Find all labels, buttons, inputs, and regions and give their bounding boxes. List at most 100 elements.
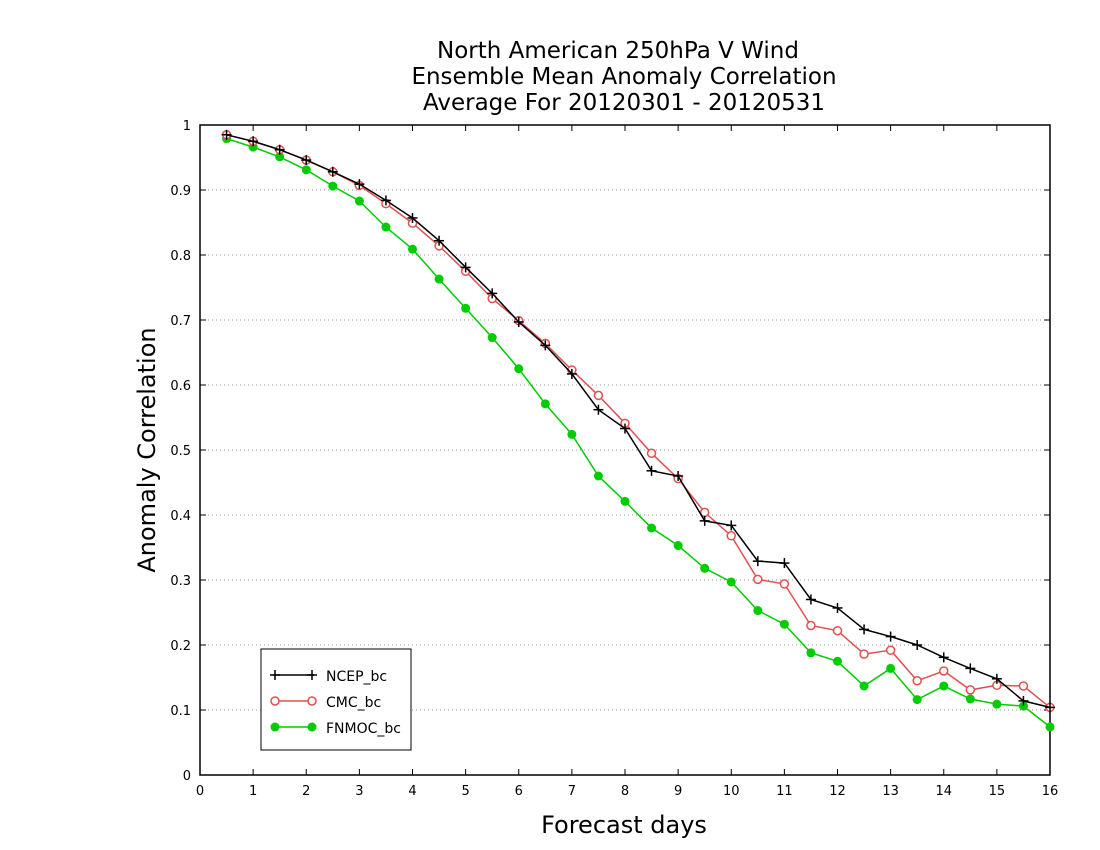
data-point-fnmoc-bc	[1045, 722, 1055, 732]
y-tick-label: 0.2	[170, 639, 191, 654]
data-point-fnmoc-bc	[859, 681, 869, 691]
legend-swatch-fnmoc-bc	[270, 722, 317, 732]
data-point-ncep-bc	[859, 624, 870, 635]
x-tick-label: 6	[515, 784, 523, 799]
y-tick-label: 0.9	[170, 184, 191, 199]
data-point-ncep-bc	[513, 316, 524, 327]
series-ncep-bc	[221, 129, 1055, 713]
series-line-fnmoc-bc	[226, 137, 1051, 728]
data-point-fnmoc-bc	[700, 563, 710, 573]
data-point-fnmoc-bc	[567, 429, 577, 439]
legend-items	[270, 670, 317, 732]
y-tick-label: 0.1	[170, 704, 191, 719]
data-point-fnmoc-bc	[965, 694, 975, 704]
legend-label-cmc: CMC_bc	[326, 695, 381, 711]
data-point-ncep-bc	[805, 594, 816, 605]
x-tick-label: 4	[408, 784, 416, 799]
gridlines	[200, 189, 1050, 711]
legend-marker-fnmoc-bc	[307, 722, 317, 732]
series-cmc-bc	[221, 130, 1055, 713]
data-point-ncep-bc	[965, 663, 976, 674]
y-axis-ticks: 0 0.1 0.2 0.3 0.4 0.5 0.6 0.7 0.8 0.9 1	[170, 119, 1050, 784]
data-point-fnmoc-bc	[275, 152, 285, 162]
data-point-ncep-bc	[301, 155, 312, 166]
data-point-fnmoc-bc	[912, 695, 922, 705]
data-point-fnmoc-bc	[328, 181, 338, 191]
data-point-ncep-bc	[779, 558, 790, 569]
data-point-ncep-bc	[646, 465, 657, 476]
legend-label-fnmoc: FNMOC_bc	[326, 721, 401, 737]
data-point-fnmoc-bc	[593, 471, 603, 481]
x-tick-label: 15	[989, 784, 1006, 799]
y-axis-label: Anomaly Correlation	[133, 327, 161, 572]
x-tick-label: 2	[302, 784, 310, 799]
series-fnmoc-bc	[222, 134, 1055, 732]
data-point-ncep-bc	[1018, 695, 1029, 706]
x-axis-label: Forecast days	[541, 811, 707, 839]
y-tick-label: 0.5	[170, 444, 191, 459]
x-tick-label: 12	[829, 784, 846, 799]
data-point-ncep-bc	[885, 631, 896, 642]
x-tick-label: 13	[882, 784, 899, 799]
chart-title-line-1: North American 250hPa V Wind	[437, 38, 799, 64]
data-point-fnmoc-bc	[673, 541, 683, 551]
legend: NCEP_bc CMC_bc FNMOC_bc	[260, 648, 412, 751]
data-point-fnmoc-bc	[726, 577, 736, 587]
data-point-ncep-bc	[673, 471, 684, 481]
x-tick-label: 0	[196, 784, 204, 799]
chart-title: North American 250hPa V Wind Ensemble Me…	[411, 38, 836, 116]
data-point-ncep-bc	[593, 404, 604, 415]
data-point-fnmoc-bc	[806, 648, 816, 658]
data-point-fnmoc-bc	[647, 523, 657, 533]
y-tick-label: 0.6	[170, 379, 191, 394]
data-point-ncep-bc	[938, 652, 949, 663]
data-point-fnmoc-bc	[408, 244, 417, 254]
data-point-fnmoc-bc	[434, 274, 444, 284]
data-point-fnmoc-bc	[620, 496, 630, 506]
series-lines	[221, 129, 1055, 732]
x-tick-label: 10	[723, 784, 740, 799]
legend-marker-fnmoc-bc	[270, 722, 280, 732]
y-tick-label: 0	[183, 769, 191, 784]
data-point-ncep-bc	[380, 195, 391, 206]
data-point-cmc-bc	[779, 579, 790, 589]
legend-marker-cmc-bc	[307, 696, 317, 706]
data-point-ncep-bc	[487, 288, 498, 299]
legend-box	[260, 648, 412, 751]
data-point-ncep-bc	[832, 602, 843, 613]
data-point-fnmoc-bc	[381, 222, 391, 232]
x-tick-label: 14	[935, 784, 952, 799]
data-point-fnmoc-bc	[1018, 701, 1028, 711]
x-tick-label: 3	[355, 784, 363, 799]
data-point-ncep-bc	[699, 515, 710, 526]
data-point-cmc-bc	[1018, 681, 1029, 691]
y-tick-label: 0.4	[170, 509, 191, 524]
x-tick-label: 16	[1042, 784, 1059, 799]
data-point-cmc-bc	[859, 649, 869, 659]
chart-title-line-2: Ensemble Mean Anomaly Correlation	[411, 64, 836, 90]
data-point-ncep-bc	[460, 262, 471, 273]
data-point-cmc-bc	[646, 448, 657, 458]
data-point-ncep-bc	[752, 556, 763, 567]
data-point-fnmoc-bc	[886, 663, 896, 673]
data-point-ncep-bc	[221, 129, 232, 140]
data-point-fnmoc-bc	[753, 606, 763, 616]
data-point-ncep-bc	[726, 520, 737, 531]
data-point-ncep-bc	[912, 640, 923, 650]
data-point-fnmoc-bc	[301, 165, 311, 175]
data-point-cmc-bc	[753, 574, 763, 585]
legend-marker-ncep-bc	[307, 670, 317, 680]
data-point-cmc-bc	[965, 685, 976, 695]
data-point-fnmoc-bc	[354, 196, 364, 206]
data-point-fnmoc-bc	[540, 399, 550, 409]
data-point-ncep-bc	[1045, 702, 1055, 713]
data-point-fnmoc-bc	[939, 681, 949, 691]
data-point-ncep-bc	[566, 368, 577, 379]
x-tick-label: 1	[249, 784, 257, 799]
data-point-cmc-bc	[885, 645, 896, 655]
series-line-ncep-bc	[226, 134, 1051, 709]
x-tick-label: 5	[461, 784, 469, 799]
data-point-ncep-bc	[354, 179, 365, 190]
data-point-cmc-bc	[726, 531, 736, 541]
